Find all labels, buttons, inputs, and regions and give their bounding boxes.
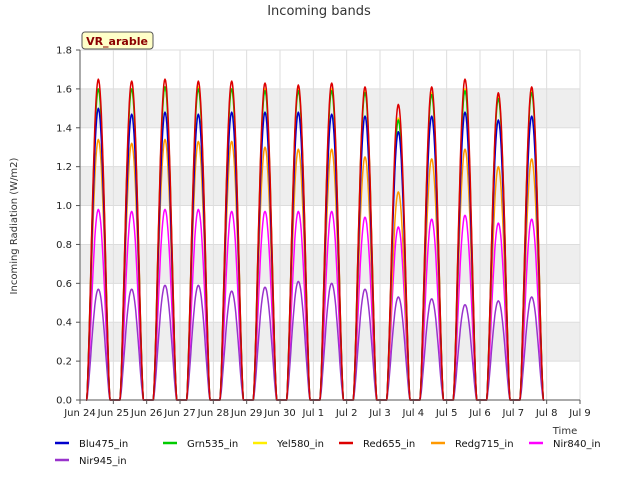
y-tick-label: 1.0 <box>56 201 72 212</box>
x-tick-label: Jun 29 <box>230 408 263 419</box>
y-tick-label: 1.8 <box>56 46 72 57</box>
y-tick-label: 0.4 <box>56 318 72 329</box>
x-tick-label: Jun 27 <box>163 408 196 419</box>
y-tick-label: 0.2 <box>56 357 72 368</box>
legend-label: Yel580_in <box>276 439 324 450</box>
x-tick-label: Jun 28 <box>197 408 230 419</box>
legend-label: Grn535_in <box>187 439 238 450</box>
x-tick-label: Jul 1 <box>302 408 325 419</box>
legend-label: Nir945_in <box>79 456 127 467</box>
x-tick-label: Jun 24 <box>63 408 96 419</box>
x-tick-label: Jul 5 <box>435 408 458 419</box>
legend: Blu475_in Grn535_in Yel580_in Red655_in Redg… <box>55 439 601 467</box>
x-tick-label: Jul 3 <box>368 408 391 419</box>
y-tick-label: 0.8 <box>56 240 72 251</box>
grid-band <box>80 322 580 362</box>
x-tick-label: Jun 30 <box>263 408 296 419</box>
chart-title: Incoming bands <box>267 4 371 19</box>
y-axis-label: Incoming Radiation (W/m2) <box>9 157 20 294</box>
y-tick-label: 0.6 <box>56 279 72 290</box>
x-tick-label: Jul 8 <box>535 408 558 419</box>
y-tick-label: 0.0 <box>56 396 72 407</box>
x-tick-label: Jun 26 <box>130 408 163 419</box>
y-tick-label: 1.6 <box>56 84 72 95</box>
grid-band <box>80 244 580 284</box>
legend-label: Red655_in <box>363 439 415 450</box>
x-tick-label: Jul 9 <box>568 408 591 419</box>
x-tick-label: Jul 7 <box>502 408 525 419</box>
legend-label: Redg715_in <box>455 439 514 450</box>
x-axis-label: Time <box>552 426 577 437</box>
y-tick-label: 1.4 <box>56 123 72 134</box>
x-tick-label: Jul 2 <box>335 408 358 419</box>
site-label: VR_arable <box>86 35 148 48</box>
x-tick-label: Jul 4 <box>402 408 425 419</box>
y-tick-label: 1.2 <box>56 162 72 173</box>
grid-band <box>80 166 580 206</box>
x-tick-label: Jul 6 <box>468 408 491 419</box>
x-tick-label: Jun 25 <box>97 408 130 419</box>
legend-label: Nir840_in <box>553 439 601 450</box>
site-label-box: VR_arable <box>81 31 154 50</box>
legend-label: Blu475_in <box>79 439 128 450</box>
